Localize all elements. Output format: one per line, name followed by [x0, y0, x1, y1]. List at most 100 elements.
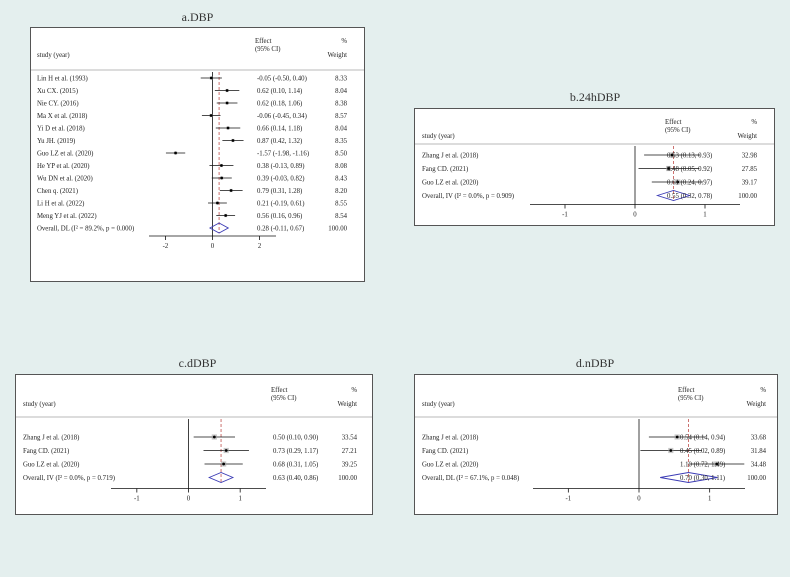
weight-value: 8.33 — [335, 76, 347, 83]
forest-plot-c: Effect % study (year) (95% CI) Weight Zhang J… — [16, 387, 372, 503]
weight-value: 39.17 — [742, 180, 758, 187]
study-label: Zhang J et al. (2018) — [422, 153, 478, 160]
header-percent: % — [351, 387, 357, 394]
header-weight: Weight — [338, 401, 358, 408]
pooled-diamond — [208, 222, 230, 234]
study-label: Fang CD. (2021) — [422, 166, 468, 173]
point-estimate — [224, 214, 228, 217]
overall-effect-ci: 0.70 (0.30, 1.11) — [680, 475, 725, 482]
point-estimate — [229, 189, 233, 192]
pooled-diamond — [208, 472, 235, 483]
weight-value: 8.38 — [335, 101, 347, 108]
study-label: Nie CY. (2016) — [37, 101, 79, 108]
header-ci: (95% CI) — [255, 46, 280, 53]
header-ci: (95% CI) — [271, 395, 296, 402]
study-label: Wu DN et al. (2020) — [37, 176, 93, 183]
effect-ci-value: 0.56 (0.16, 0.96) — [257, 213, 302, 220]
x-tick-label: 0 — [633, 212, 637, 219]
x-tick-label: 1 — [238, 496, 241, 503]
study-label: Zhang J et al. (2018) — [422, 435, 478, 442]
plot-area: Effect% study (year) (95% CI) Weight Zhang J… — [414, 108, 775, 226]
header-effect: Effect — [665, 119, 682, 126]
x-tick-label: -2 — [163, 243, 169, 250]
x-tick-label: 0 — [637, 496, 641, 503]
weight-value: 8.43 — [335, 176, 347, 183]
panel-title: a.DBP — [181, 10, 214, 24]
weight-value: 39.25 — [342, 462, 358, 469]
panel-title: b.24hDBP — [569, 90, 621, 104]
pooled-diamond — [655, 190, 692, 201]
overall-effect-ci: 0.55 (0.32, 0.78) — [667, 193, 712, 200]
x-tick-label: 1 — [708, 496, 711, 503]
effect-ci-value: 0.53 (0.13, 0.93) — [667, 153, 712, 160]
point-estimate — [222, 462, 226, 466]
header-weight: Weight — [747, 401, 767, 408]
weight-value: 27.85 — [742, 166, 758, 173]
weight-value: 31.84 — [751, 448, 767, 455]
overall-weight: 100.00 — [338, 475, 357, 482]
effect-ci-value: 0.62 (0.10, 1.14) — [257, 88, 302, 95]
point-estimate — [216, 201, 219, 205]
study-label: Guo LZ et al. (2020) — [37, 151, 93, 158]
overall-effect-ci: 0.28 (-0.11, 0.67) — [257, 226, 304, 233]
study-label: Fang CD. (2021) — [422, 448, 468, 455]
overall-label: Overall, IV (I² = 0.0%, p = 0.719) — [23, 475, 115, 482]
overall-label: Overall, DL (I² = 89.2%, p = 0.000) — [37, 226, 134, 233]
effect-ci-value: 0.50 (0.10, 0.90) — [273, 435, 318, 442]
effect-ci-value: 0.38 (-0.13, 0.89) — [257, 163, 305, 170]
study-label: Xu CX. (2015) — [37, 88, 78, 95]
header-effect: Effect — [271, 387, 288, 394]
effect-ci-value: 0.39 (-0.03, 0.82) — [257, 176, 305, 183]
x-tick-label: 0 — [211, 243, 215, 250]
effect-ci-value: 0.68 (0.31, 1.05) — [273, 462, 318, 469]
plot-area: Effect% study (year) (95% CI) Weight Zhang J… — [414, 374, 778, 515]
panel-title: c.dDBP — [178, 356, 217, 370]
effect-ci-value: 1.10 (0.72, 1.49) — [680, 462, 725, 469]
effect-ci-value: 0.21 (-0.19, 0.61) — [257, 201, 305, 208]
weight-value: 8.08 — [335, 163, 347, 170]
effect-ci-value: 0.48 (0.05, 0.92) — [667, 166, 712, 173]
weight-value: 8.54 — [335, 213, 347, 220]
effect-ci-value: 0.61 (0.24, 0.97) — [667, 180, 712, 187]
study-label: Yu JH. (2019) — [37, 138, 75, 145]
overall-label: Overall, IV (I² = 0.0%, p = 0.909) — [422, 193, 514, 200]
forest-plot-a: Effect % study (year) (95% CI) Weight Lin H e… — [31, 38, 364, 250]
study-label: He YP et al. (2020) — [37, 163, 90, 170]
x-tick-label: 1 — [703, 212, 706, 219]
header-percent: % — [760, 387, 766, 394]
study-label: Zhang J et al. (2018) — [23, 435, 79, 442]
study-label: Ma X et al. (2018) — [37, 113, 87, 120]
panel-a: a.DBP Effect% study (year) (95% CI) Weight L… — [0, 0, 395, 290]
x-tick-label: -1 — [562, 212, 568, 219]
weight-value: 32.98 — [742, 153, 758, 160]
overall-weight: 100.00 — [747, 475, 766, 482]
effect-ci-value: 0.45 (0.02, 0.89) — [680, 448, 725, 455]
effect-ci-value: 0.54 (0.14, 0.94) — [680, 435, 725, 442]
point-estimate — [675, 435, 679, 439]
study-label: Lin H et al. (1993) — [37, 76, 88, 83]
header-study: study (year) — [422, 401, 455, 408]
study-label: Guo LZ et al. (2020) — [422, 462, 478, 469]
weight-value: 33.68 — [751, 435, 767, 442]
weight-value: 8.55 — [335, 201, 347, 208]
effect-ci-value: 0.66 (0.14, 1.18) — [257, 126, 302, 133]
weight-value: 27.21 — [342, 448, 357, 455]
point-estimate — [669, 449, 673, 452]
study-label: Chen q. (2021) — [37, 188, 78, 195]
header-study: study (year) — [422, 133, 455, 140]
weight-value: 8.50 — [335, 151, 347, 158]
effect-ci-value: 0.87 (0.42, 1.32) — [257, 138, 302, 145]
header-weight: Weight — [738, 133, 758, 140]
point-estimate — [225, 101, 229, 105]
overall-weight: 100.00 — [738, 193, 757, 200]
point-estimate — [225, 89, 229, 92]
study-label: Meng YJ et al. (2022) — [37, 213, 97, 220]
header-ci: (95% CI) — [678, 395, 703, 402]
study-label: Li H et al. (2022) — [37, 201, 84, 208]
effect-ci-value: 0.73 (0.29, 1.17) — [273, 448, 318, 455]
weight-value: 34.48 — [751, 462, 767, 469]
point-estimate — [209, 114, 213, 117]
effect-ci-value: -0.06 (-0.45, 0.34) — [257, 113, 307, 120]
header-effect: Effect — [255, 38, 272, 45]
